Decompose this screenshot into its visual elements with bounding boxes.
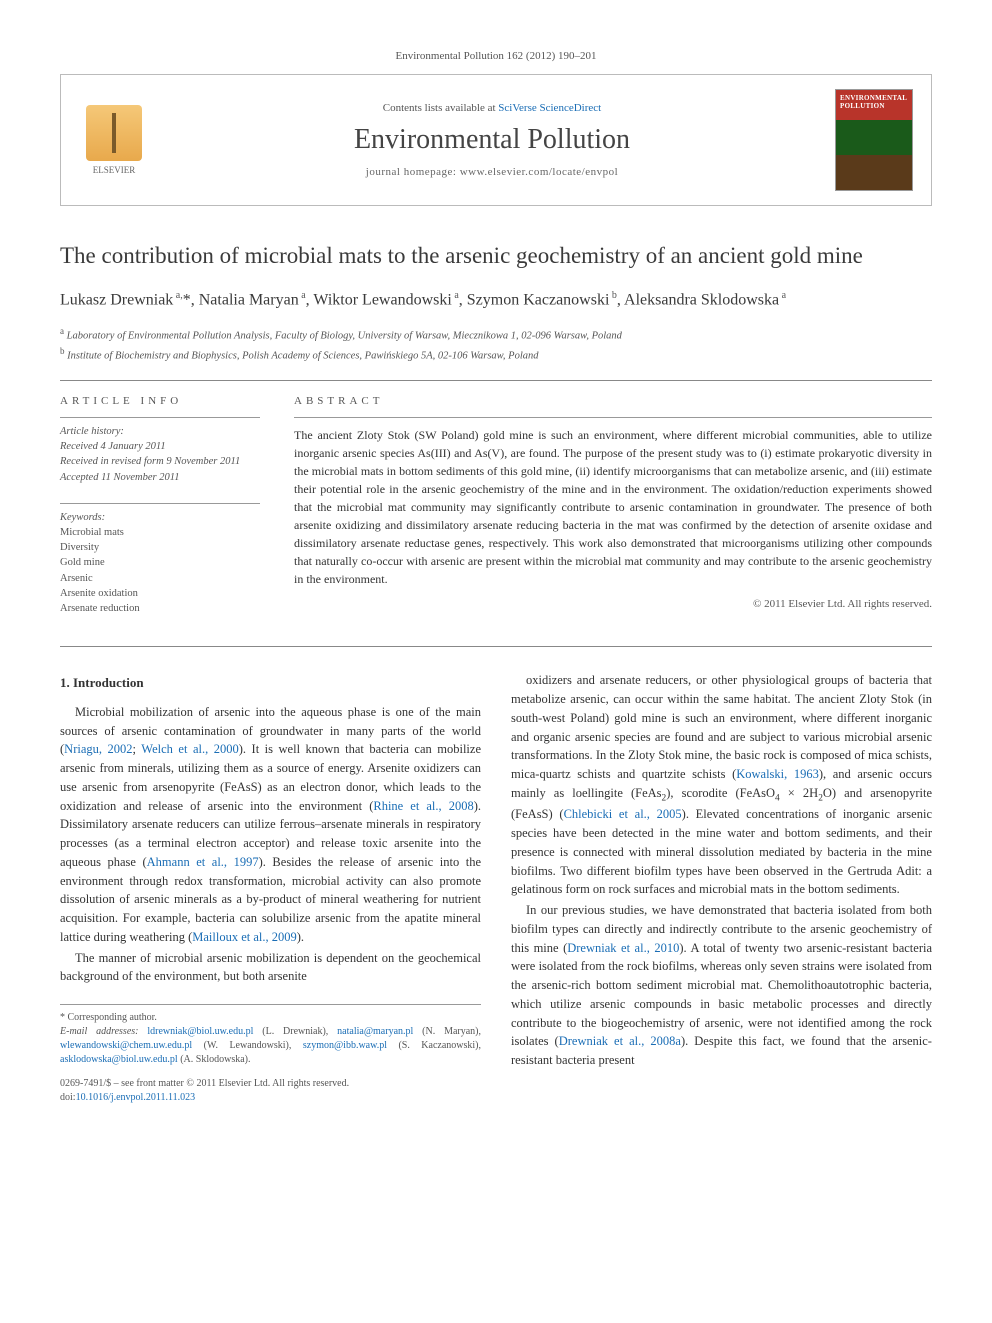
keywords-label: Keywords: [60,510,260,525]
citation-link[interactable]: Drewniak et al., 2008a [559,1034,681,1048]
history-revised: Received in revised form 9 November 2011 [60,456,240,467]
body-paragraph: In our previous studies, we have demonst… [511,901,932,1070]
copyright-line: © 2011 Elsevier Ltd. All rights reserved… [294,598,932,610]
email-link[interactable]: szymon@ibb.waw.pl [303,1040,387,1051]
journal-reference: Environmental Pollution 162 (2012) 190–2… [60,50,932,62]
email-link[interactable]: wlewandowski@chem.uw.edu.pl [60,1040,192,1051]
affiliations: a Laboratory of Environmental Pollution … [60,325,932,363]
publisher-logo: ELSEVIER [79,105,149,175]
citation-link[interactable]: Mailloux et al., 2009 [192,930,297,944]
doi-link[interactable]: 10.1016/j.envpol.2011.11.023 [76,1092,196,1103]
sciencedirect-link[interactable]: SciVerse ScienceDirect [498,102,601,114]
elsevier-tree-icon [86,105,142,161]
cover-title: ENVIRONMENTAL POLLUTION [840,94,908,110]
keywords-list: Microbial matsDiversityGold mineArsenicA… [60,527,140,614]
article-info-label: ARTICLE INFO [60,395,260,407]
doi-prefix: doi: [60,1092,76,1103]
abstract-text: The ancient Zloty Stok (SW Poland) gold … [294,417,932,588]
homepage-prefix: journal homepage: [366,166,460,178]
body-paragraph: oxidizers and arsenate reducers, or othe… [511,671,932,899]
journal-homepage: journal homepage: www.elsevier.com/locat… [149,166,835,178]
citation-link[interactable]: Nriagu, 2002 [64,742,132,756]
section-heading-intro: 1. Introduction [60,673,481,693]
front-matter-line: 0269-7491/$ – see front matter © 2011 El… [60,1077,481,1091]
divider [60,380,932,381]
homepage-url[interactable]: www.elsevier.com/locate/envpol [460,166,618,178]
article-history: Article history: Received 4 January 2011… [60,417,260,485]
publisher-name: ELSEVIER [93,165,136,175]
email-link[interactable]: ldrewniak@biol.uw.edu.pl [147,1026,253,1037]
doi-block: 0269-7491/$ – see front matter © 2011 El… [60,1077,481,1105]
corresponding-author-note: * Corresponding author. [60,1011,481,1025]
email-addresses: E-mail addresses: ldrewniak@biol.uw.edu.… [60,1025,481,1067]
emails-label: E-mail addresses: [60,1026,147,1037]
citation-link[interactable]: Welch et al., 2000 [141,742,238,756]
journal-name: Environmental Pollution [149,124,835,156]
journal-cover-thumbnail: ENVIRONMENTAL POLLUTION [835,89,913,191]
contents-prefix: Contents lists available at [383,102,498,114]
citation-link[interactable]: Chlebicki et al., 2005 [564,807,682,821]
article-title: The contribution of microbial mats to th… [60,242,932,271]
contents-available: Contents lists available at SciVerse Sci… [149,102,835,114]
citation-link[interactable]: Kowalski, 1963 [736,767,819,781]
article-body: 1. Introduction Microbial mobilization o… [60,671,932,1105]
history-accepted: Accepted 11 November 2011 [60,472,179,483]
citation-link[interactable]: Drewniak et al., 2010 [567,941,679,955]
citation-link[interactable]: Ahmann et al., 1997 [147,855,259,869]
author-list: Lukasz Drewniak a,*, Natalia Maryan a, W… [60,289,932,312]
body-paragraph: Microbial mobilization of arsenic into t… [60,703,481,947]
body-paragraph: The manner of microbial arsenic mobiliza… [60,949,481,987]
email-link[interactable]: natalia@maryan.pl [337,1026,413,1037]
email-link[interactable]: asklodowska@biol.uw.edu.pl [60,1054,178,1065]
history-received: Received 4 January 2011 [60,441,166,452]
abstract-label: ABSTRACT [294,395,932,407]
history-label: Article history: [60,424,260,439]
divider [60,646,932,647]
journal-header: ELSEVIER Contents lists available at Sci… [60,74,932,206]
footnotes: * Corresponding author. E-mail addresses… [60,1004,481,1105]
keywords-block: Keywords: Microbial matsDiversityGold mi… [60,503,260,617]
citation-link[interactable]: Rhine et al., 2008 [373,799,473,813]
